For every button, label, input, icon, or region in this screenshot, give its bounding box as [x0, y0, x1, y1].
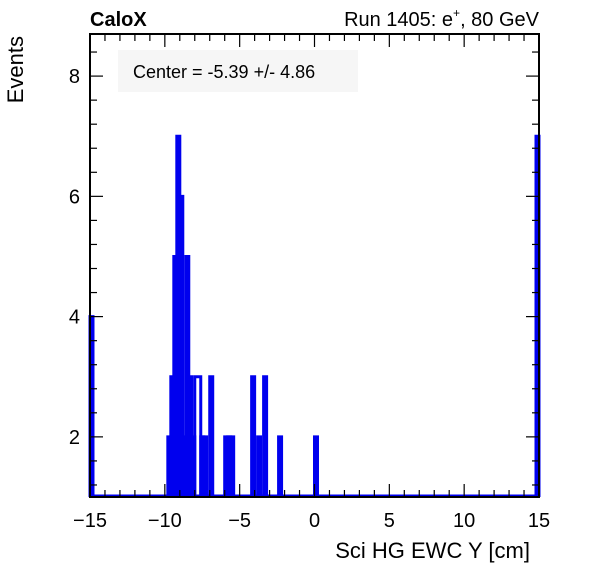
histogram-bin	[262, 375, 269, 497]
y-tick-label: 2	[69, 427, 80, 449]
y-tick-label: 8	[69, 66, 80, 88]
histogram-bin	[256, 435, 263, 497]
x-tick-label: −15	[73, 510, 107, 532]
stat-box	[118, 50, 358, 92]
x-tick-label: 0	[309, 510, 320, 532]
y-tick-label: 4	[69, 307, 80, 329]
histogram-bin	[229, 435, 236, 497]
run-label: Run 1405: e+, 80 GeV	[344, 6, 540, 31]
x-tick-label: 10	[453, 510, 475, 532]
experiment-label: CaloX	[90, 9, 147, 31]
x-tick-label: 5	[384, 510, 395, 532]
x-axis-title: Sci HG EWC Y [cm]	[335, 538, 530, 563]
run-label-prefix: Run 1405: e	[344, 9, 453, 31]
stat-box-text: Center = -5.39 +/- 4.86	[133, 62, 315, 82]
histogram-bin	[277, 435, 284, 497]
x-tick-labels: −15 −10 −5 0 5 10 15	[73, 510, 550, 532]
histogram-bin	[313, 435, 319, 497]
histogram-series	[88, 134, 541, 498]
plot-frame	[89, 33, 540, 498]
histogram-bin	[250, 375, 257, 497]
y-tick-label: 6	[69, 186, 80, 208]
y-tick-labels: 2 4 6 8	[69, 66, 80, 449]
x-tick-label: −5	[228, 510, 251, 532]
axis-ticks	[89, 34, 540, 497]
x-tick-label: 15	[528, 510, 550, 532]
histogram-bin	[202, 435, 209, 497]
run-label-suffix: , 80 GeV	[460, 9, 540, 31]
histogram-bin	[208, 375, 215, 497]
run-label-sup: +	[453, 6, 460, 20]
y-axis-title: Events	[3, 36, 28, 103]
x-tick-label: −10	[148, 510, 182, 532]
histogram-bin	[178, 194, 185, 497]
